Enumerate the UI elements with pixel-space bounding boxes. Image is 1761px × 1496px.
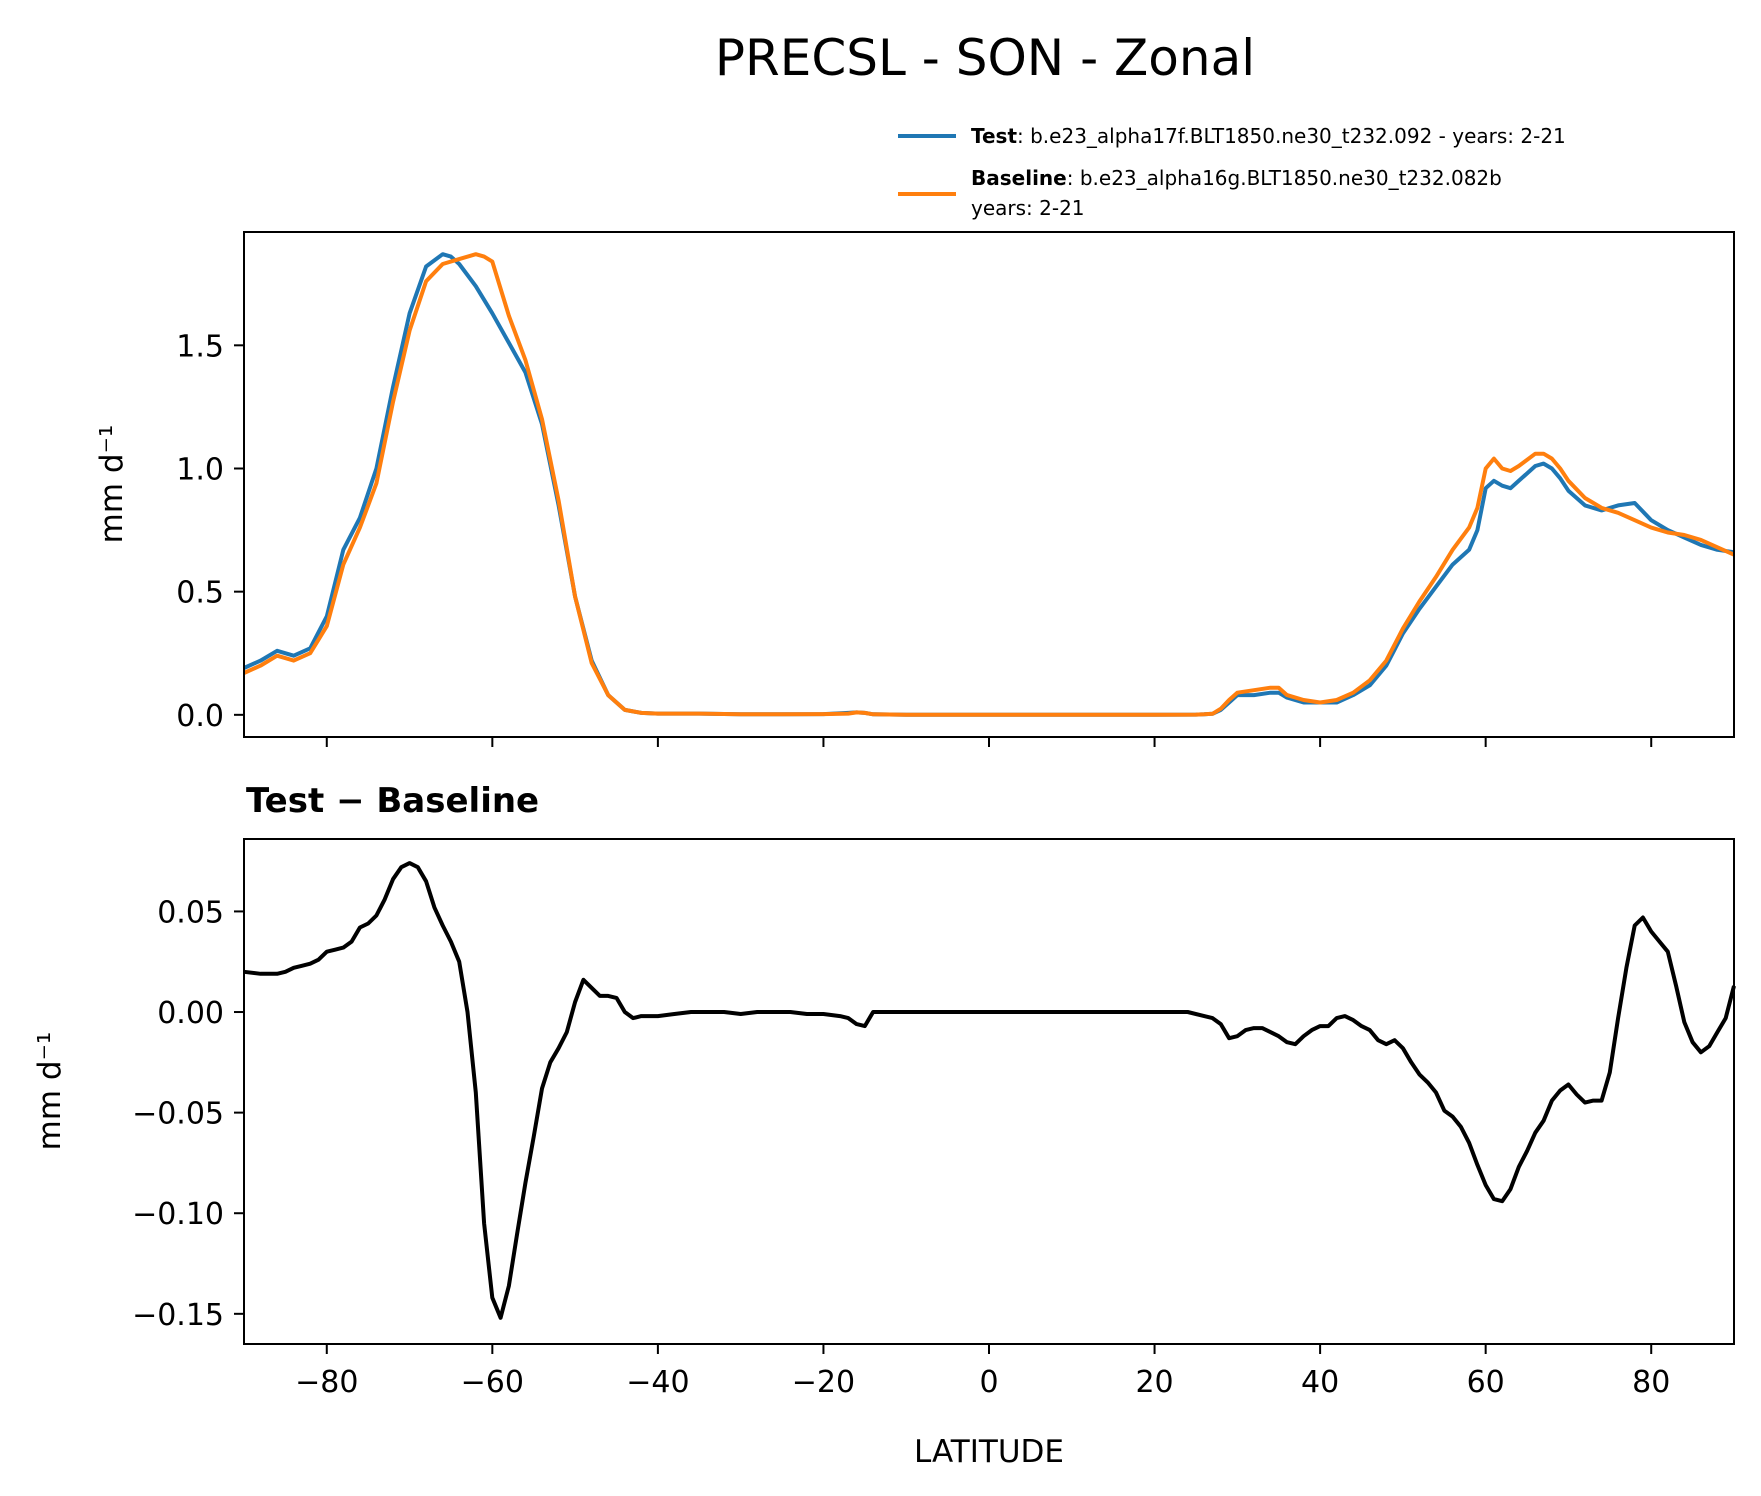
top-series-line-test xyxy=(243,252,1735,717)
x-axis-label: LATITUDE xyxy=(914,1434,1064,1470)
top-y-tick-label: 1.0 xyxy=(176,452,224,487)
bottom-x-tick-label: 60 xyxy=(1467,1365,1505,1400)
bottom-y-axis-label: mm d⁻¹ xyxy=(32,1032,68,1151)
bottom-y-tick-label: 0.00 xyxy=(157,996,224,1031)
bottom-x-tick-label: 20 xyxy=(1135,1365,1173,1400)
legend-label-test: Test: b.e23_alpha17f.BLT1850.ne30_t232.0… xyxy=(971,124,1566,148)
bottom-y-ticks: 0.05 0.00 −0.05 −0.10 −0.15 xyxy=(132,895,244,1333)
bottom-x-tick-label: −40 xyxy=(626,1365,689,1400)
top-y-tick-label: 0.0 xyxy=(176,699,224,734)
top-y-tick-label: 1.5 xyxy=(176,329,224,364)
top-x-ticks xyxy=(325,737,1653,747)
bottom-x-ticks: −80 −60 −40 −20 0 20 40 60 80 xyxy=(295,1344,1670,1400)
legend-label-baseline-line2: years: 2-21 xyxy=(971,196,1085,220)
legend: Test: b.e23_alpha17f.BLT1850.ne30_t232.0… xyxy=(898,124,1566,220)
bottom-x-tick-label: 40 xyxy=(1301,1365,1339,1400)
bottom-panel-title: Test − Baseline xyxy=(246,781,539,821)
top-series-line-baseline xyxy=(243,252,1735,717)
top-panel: 0.0 0.5 1.0 1.5 mm d⁻¹ xyxy=(94,231,1735,747)
bottom-y-tick-label: 0.05 xyxy=(157,895,224,930)
bottom-plot-area xyxy=(243,861,1736,1320)
bottom-axes-frame xyxy=(243,838,1735,1345)
bottom-x-tick-label: 80 xyxy=(1632,1365,1670,1400)
bottom-y-tick-label: −0.15 xyxy=(132,1298,224,1333)
bottom-series-line-diff xyxy=(243,861,1736,1320)
bottom-panel: Test − Baseline −80 −60 −40 −20 0 20 40 60 80 0.… xyxy=(32,781,1736,1470)
figure-title: PRECSL - SON - Zonal xyxy=(715,29,1255,87)
top-axes-frame xyxy=(243,231,1735,738)
legend-label-baseline: Baseline: b.e23_alpha16g.BLT1850.ne30_t2… xyxy=(971,166,1502,190)
bottom-x-tick-label: −60 xyxy=(461,1365,524,1400)
top-y-ticks: 0.0 0.5 1.0 1.5 xyxy=(176,329,244,734)
bottom-x-tick-label: −20 xyxy=(792,1365,855,1400)
bottom-x-tick-label: 0 xyxy=(979,1365,998,1400)
top-y-axis-label: mm d⁻¹ xyxy=(94,425,130,544)
bottom-x-tick-label: −80 xyxy=(295,1365,358,1400)
bottom-y-tick-label: −0.05 xyxy=(132,1097,224,1132)
top-plot-area xyxy=(243,252,1735,717)
bottom-y-tick-label: −0.10 xyxy=(132,1197,224,1232)
top-y-tick-label: 0.5 xyxy=(176,576,224,611)
